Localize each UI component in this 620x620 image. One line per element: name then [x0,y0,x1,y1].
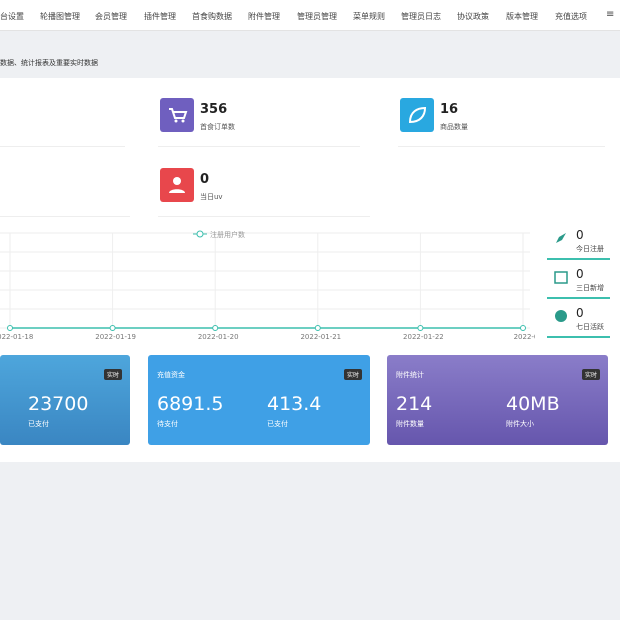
stat-card: 充值资金 实时 6891.5 待支付 413.4 已支付 [148,355,370,445]
card-label: 已支付 [28,420,49,428]
side-value: 0 [576,228,584,242]
point [520,325,526,331]
nav-menu[interactable]: ≡ [606,9,615,20]
side-stat: 0 今日注册 [547,228,610,260]
nav-item[interactable]: 台设置 [0,12,24,21]
side-stat: 0 三日新增 [547,267,610,299]
separator [158,216,370,217]
nav-item[interactable]: 协议政策 [457,12,489,21]
separator [398,146,605,147]
point [7,325,13,331]
nav-item[interactable]: 会员管理 [95,12,127,21]
badge: 实时 [343,369,362,380]
side-value: 0 [576,306,584,320]
card-value: 6891.5 [157,393,224,415]
point [109,325,116,331]
card-value: 23700 [28,393,89,415]
nav-item[interactable]: 管理员日志 [401,12,441,21]
line-chart: 2022-01-18 2022-01-19 2022-01-20 2022-01-21… [0,230,535,341]
separator [0,146,125,147]
x-tick-label: 2022-01-20 [198,333,239,341]
card-value: 214 [396,393,433,415]
nav-item[interactable]: 菜单规则 [353,12,385,21]
cart-icon [160,98,194,132]
nav-item[interactable]: 附件管理 [248,12,280,21]
nav-bar: 台设置 轮播图管理 会员管理 插件管理 首食购数据 附件管理 管理员管理 菜单规… [0,0,620,31]
x-tick-label: 2022-01-21 [300,333,341,341]
x-tick-label: 2022-01-22 [403,333,444,341]
nav-item[interactable]: 插件管理 [144,12,176,21]
nav-item[interactable]: 轮播图管理 [40,12,80,21]
nav-item[interactable]: 版本管理 [506,12,538,21]
point [417,325,424,331]
point [212,325,219,331]
x-tick-label: 2022-0 [514,333,535,341]
stat-label: 首食订单数 [200,123,235,131]
point [314,325,321,331]
side-label: 七日活跃 [576,323,604,331]
nav-item[interactable]: 首食购数据 [192,12,232,21]
card-title: 充值资金 [157,371,185,379]
card-value: 413.4 [267,393,322,415]
side-value: 0 [576,267,584,281]
stat-value: 0 [200,172,210,187]
separator [0,216,130,217]
badge: 实时 [581,369,600,380]
subtitle: 数据、统计报表及重要实时数据 [0,59,98,67]
badge: 实时 [103,369,122,380]
separator [158,146,360,147]
x-tick-label: 2022-01-19 [95,333,136,341]
stat-card: 附件统计 实时 214 附件数量 40MB 附件大小 [387,355,608,445]
card-value: 40MB [506,393,560,415]
card-label: 待支付 [157,420,178,428]
leaf-icon [400,98,434,132]
stat-card: 实时 23700 已支付 [0,355,130,445]
card-label: 附件数量 [396,420,424,428]
x-tick-label: 2022-01-18 [0,333,33,341]
nav-item[interactable]: 管理员管理 [297,12,337,21]
side-label: 今日注册 [576,245,604,253]
card-title: 附件统计 [396,371,424,379]
card-label: 附件大小 [506,420,534,428]
side-label: 三日新增 [576,284,604,292]
users-icon [160,168,194,202]
side-stat: 0 七日活跃 [547,306,610,338]
nav-item[interactable]: 充值选项 [555,12,587,21]
card-label: 已支付 [267,420,288,428]
stat-label: 商品数量 [440,123,468,131]
legend-marker [196,230,204,238]
stat-label: 当日uv [200,193,223,201]
stat-value: 356 [200,102,228,117]
legend-label: 注册用户数 [210,230,245,239]
stat-value: 16 [440,102,459,117]
